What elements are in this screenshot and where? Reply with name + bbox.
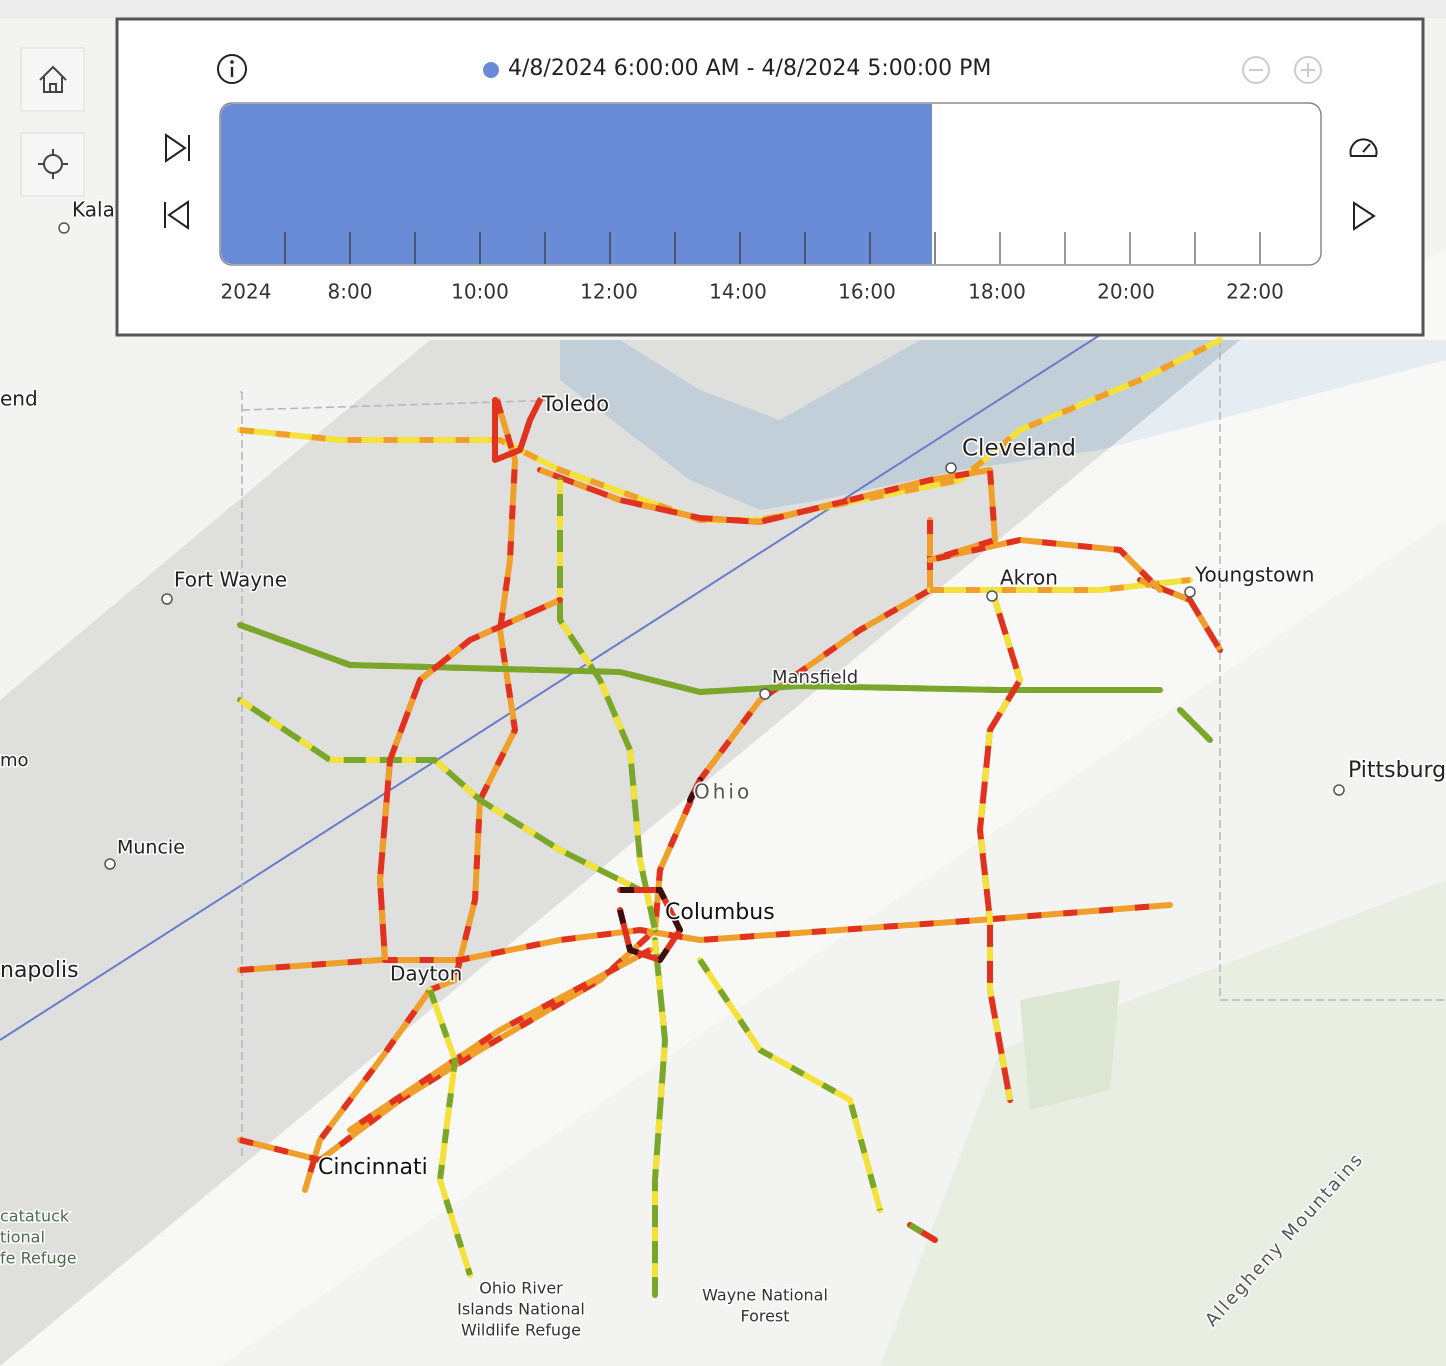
road-segment bbox=[908, 1222, 937, 1243]
next-button[interactable] bbox=[165, 133, 190, 163]
place-label: catatuck bbox=[0, 1207, 70, 1226]
place-label: Cleveland bbox=[962, 436, 1076, 462]
place-label: napolis bbox=[0, 958, 79, 983]
icon bbox=[165, 133, 190, 163]
road-segment bbox=[377, 597, 562, 961]
place-label: Islands National bbox=[457, 1300, 585, 1319]
road-segment bbox=[238, 622, 1160, 695]
icon bbox=[1301, 63, 1315, 77]
place-label: Pittsburgh bbox=[1348, 758, 1446, 783]
button-bg bbox=[20, 47, 85, 112]
place-label: Akron bbox=[1000, 566, 1058, 590]
info-icon bbox=[217, 54, 247, 84]
icon bbox=[1349, 138, 1378, 157]
icon bbox=[1362, 143, 1371, 153]
road-segment bbox=[930, 577, 1191, 593]
locate-button[interactable] bbox=[20, 132, 85, 197]
zoom-in-button[interactable] bbox=[1294, 56, 1322, 84]
road-segment bbox=[302, 399, 518, 1191]
road bbox=[237, 517, 933, 1163]
terrain bbox=[880, 880, 1446, 1366]
city-marker bbox=[1184, 586, 1196, 598]
place-label: mo bbox=[0, 750, 29, 771]
place-label: Muncie bbox=[117, 837, 185, 859]
previous-button[interactable] bbox=[164, 200, 189, 230]
tick-label: 14:00 bbox=[709, 280, 767, 304]
road bbox=[617, 887, 683, 963]
slider-ticks: 2024 8:00 10:00 12:00 14:00 16:00 18:00 20:00 22… bbox=[221, 232, 1284, 304]
forest bbox=[1020, 980, 1120, 1110]
city-marker bbox=[161, 593, 173, 605]
place-label: fe Refuge bbox=[0, 1249, 77, 1268]
roads bbox=[237, 337, 1223, 1298]
place-label: Toledo bbox=[541, 392, 609, 416]
icon bbox=[1353, 201, 1376, 231]
place-label: Forest bbox=[740, 1307, 789, 1326]
tick-label: 16:00 bbox=[838, 280, 896, 304]
place-label: Ohio River bbox=[479, 1279, 563, 1298]
road bbox=[847, 467, 1163, 593]
time-slider: 4/8/2024 6:00:00 AM - 4/8/2024 5:00:00 P… bbox=[115, 17, 1425, 337]
eclipse-path bbox=[0, 340, 1240, 1366]
place-label: Columbus bbox=[665, 900, 775, 925]
place-label: end bbox=[0, 387, 38, 411]
state-borders bbox=[240, 340, 1446, 1160]
city-marker bbox=[1333, 784, 1345, 796]
tick-label: 12:00 bbox=[580, 280, 638, 304]
lake-erie bbox=[560, 340, 1446, 510]
tick-label: 10:00 bbox=[451, 280, 509, 304]
place-label: Wayne National bbox=[702, 1286, 828, 1305]
zoom-out-button[interactable] bbox=[1242, 56, 1270, 84]
tick-label: 22:00 bbox=[1226, 280, 1284, 304]
place-label: Dayton bbox=[390, 962, 462, 986]
time-extent-label: 4/8/2024 6:00:00 AM - 4/8/2024 5:00:00 P… bbox=[508, 56, 991, 81]
tick-label: 8:00 bbox=[328, 280, 373, 304]
city-marker bbox=[58, 222, 70, 234]
city-marker bbox=[945, 462, 957, 474]
road bbox=[237, 697, 643, 893]
road-segment bbox=[652, 939, 668, 1295]
eclipse-centerline bbox=[0, 334, 1101, 1041]
locate-icon bbox=[38, 149, 68, 179]
road-segment bbox=[977, 599, 1023, 1101]
speed-button[interactable] bbox=[1349, 138, 1378, 157]
road-segment bbox=[239, 902, 1171, 973]
road-segment bbox=[427, 988, 473, 1276]
button-bg bbox=[20, 132, 85, 197]
info-icon bbox=[230, 60, 234, 64]
road-segment bbox=[492, 398, 543, 463]
icon bbox=[164, 200, 189, 230]
place-label: Cincinnati bbox=[318, 1155, 428, 1180]
tick-label: 2024 bbox=[221, 280, 272, 304]
road-segment bbox=[557, 480, 658, 931]
road-segment bbox=[1177, 707, 1213, 743]
icon bbox=[1242, 56, 1270, 84]
road-segment bbox=[538, 467, 851, 525]
tick-label: 18:00 bbox=[968, 280, 1026, 304]
place-label: Youngstown bbox=[1194, 563, 1314, 587]
play-button[interactable] bbox=[1353, 201, 1376, 231]
road-segment bbox=[348, 947, 652, 1133]
icon bbox=[1294, 56, 1322, 84]
road-segment bbox=[687, 778, 703, 802]
city-marker bbox=[986, 590, 998, 602]
road bbox=[697, 957, 883, 1213]
place-label: Wildlife Refuge bbox=[461, 1321, 581, 1340]
extent-dot bbox=[483, 62, 499, 78]
place-label: Ohio bbox=[694, 780, 752, 804]
place-label: Kala bbox=[72, 198, 115, 222]
city-marker bbox=[759, 688, 771, 700]
place-label: tional bbox=[0, 1228, 45, 1247]
place-label: Mansfield bbox=[772, 667, 858, 688]
city-marker bbox=[104, 858, 116, 870]
slider-extent[interactable] bbox=[221, 104, 932, 264]
top-strip bbox=[0, 0, 1446, 18]
info-button[interactable] bbox=[217, 54, 247, 84]
place-label: Fort Wayne bbox=[174, 568, 287, 592]
home-button[interactable] bbox=[20, 47, 85, 112]
tick-label: 20:00 bbox=[1097, 280, 1155, 304]
home-icon bbox=[39, 65, 67, 93]
